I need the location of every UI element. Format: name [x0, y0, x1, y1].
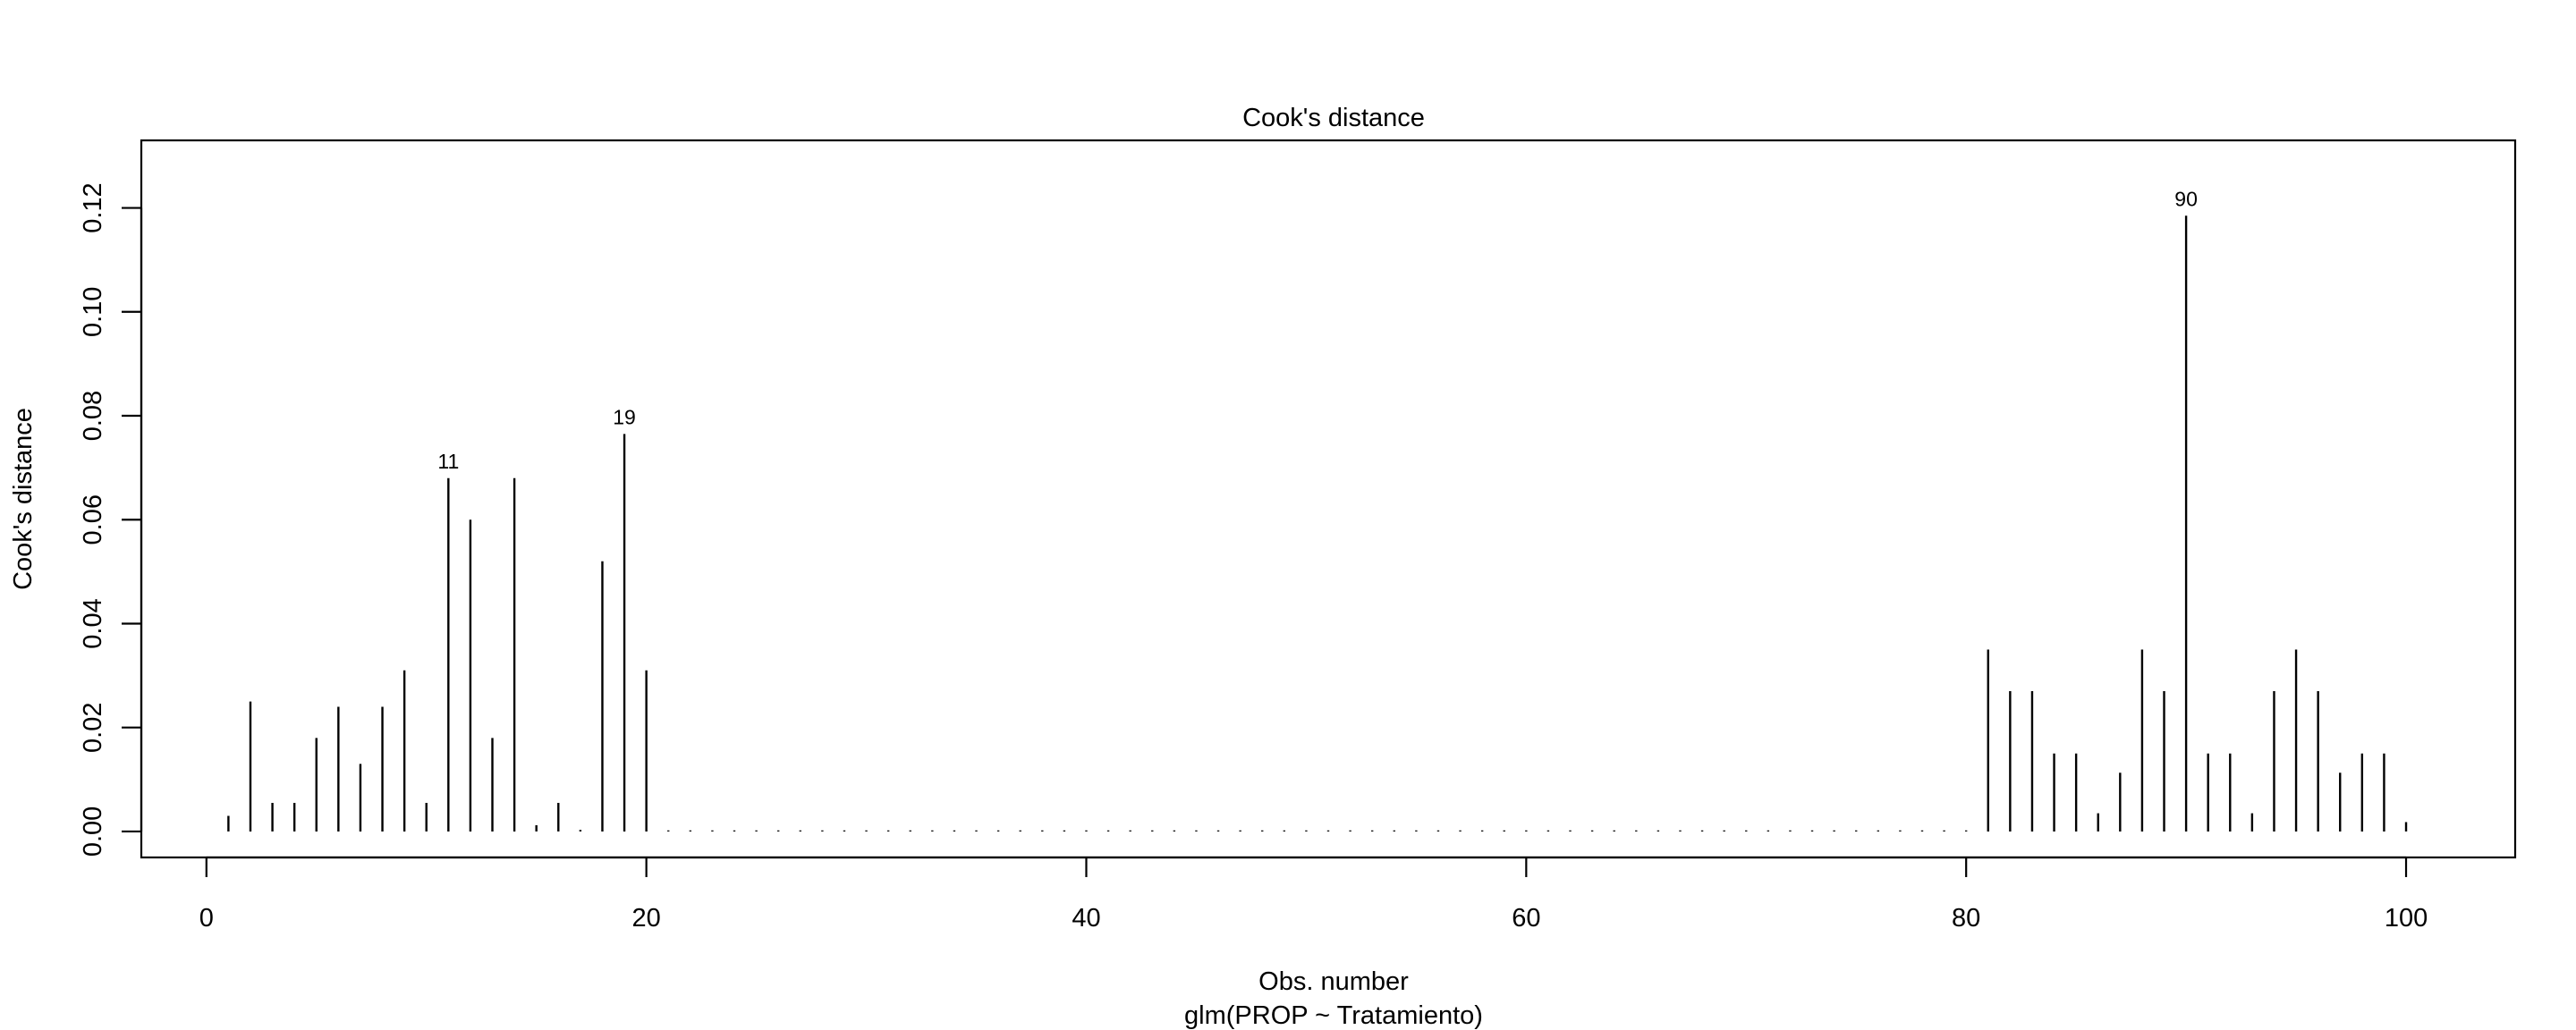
y-tick-label: 0.04: [79, 598, 107, 648]
x-tick-label: 20: [632, 904, 661, 933]
y-axis: 0.00 0.02 0.04 0.06 0.08 0.10 0.12: [79, 182, 143, 857]
y-tick-label: 0.06: [79, 494, 107, 545]
y-tick-label: 0.08: [79, 391, 107, 441]
x-axis-label: Obs. number: [1258, 967, 1409, 996]
x-tick-label: 60: [1512, 904, 1540, 933]
x-tick-label: 40: [1072, 904, 1100, 933]
y-tick-label: 0.12: [79, 182, 107, 232]
point-label: 90: [2174, 187, 2198, 210]
x-axis: 0 20 40 60 80 100: [199, 856, 2428, 933]
y-tick-label: 0.10: [79, 287, 107, 337]
x-tick-label: 100: [2385, 904, 2428, 933]
x-tick-label: 80: [1952, 904, 1980, 933]
y-axis-label: Cook's distance: [9, 408, 38, 590]
data-lines: [227, 215, 2408, 832]
y-tick-label: 0.00: [79, 806, 107, 857]
point-label: 19: [613, 405, 636, 428]
point-label: 11: [437, 450, 459, 473]
point-labels: 11 19 90: [437, 187, 2198, 472]
x-axis-subtitle: glm(PROP ~ Tratamiento): [1184, 1001, 1483, 1030]
chart-title: Cook's distance: [1242, 104, 1425, 132]
x-tick-label: 0: [199, 904, 214, 933]
y-tick-label: 0.02: [79, 702, 107, 752]
